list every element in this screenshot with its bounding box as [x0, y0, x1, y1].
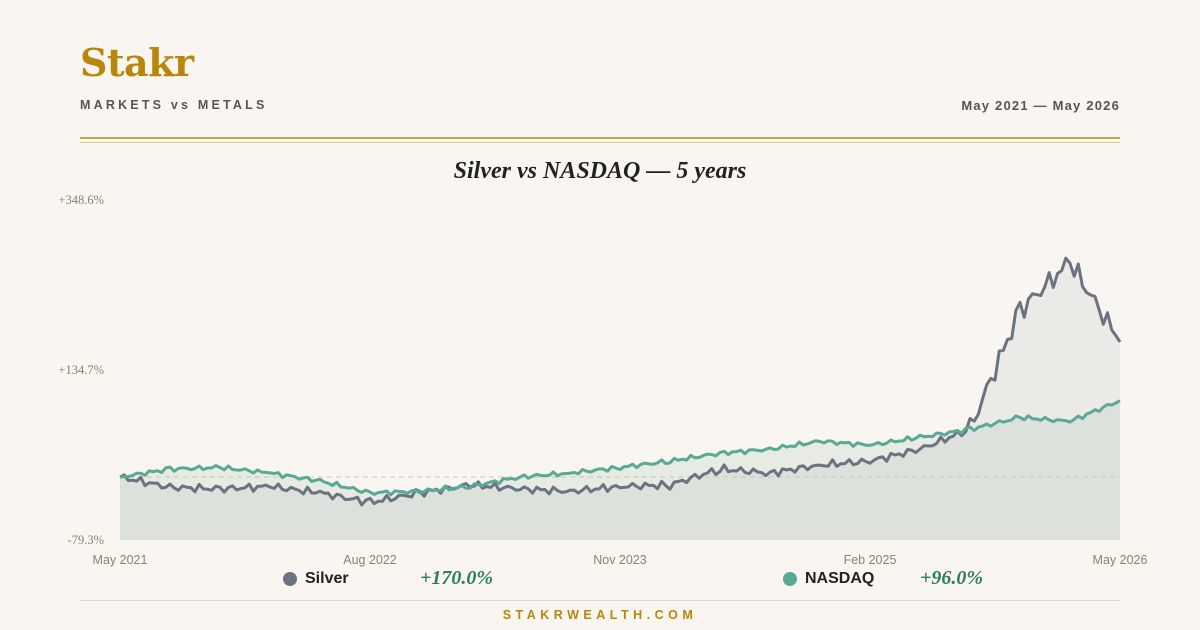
legend-label-silver: Silver: [305, 570, 349, 587]
date-range: May 2021 — May 2026: [961, 98, 1120, 113]
y-tick-label: +134.7%: [58, 363, 104, 377]
legend-dot-silver: [283, 572, 297, 586]
header-rule-thin: [80, 142, 1120, 143]
x-tick-label: Feb 2025: [844, 553, 897, 567]
y-tick-label: -79.3%: [68, 533, 104, 547]
x-tick-label: Nov 2023: [593, 553, 647, 567]
x-tick-label: May 2026: [1093, 553, 1148, 567]
series-area-silver: [120, 258, 1120, 540]
chart-title: Silver vs NASDAQ — 5 years: [453, 158, 747, 184]
legend-dot-nasdaq: [783, 572, 797, 586]
x-tick-label: May 2021: [93, 553, 148, 567]
footer-site: STAKRWEALTH.COM: [502, 608, 698, 622]
x-tick-label: Aug 2022: [343, 553, 397, 567]
legend-value-silver: +170.0%: [420, 567, 494, 589]
series-line-nasdaq: [119, 399, 1121, 497]
header-subtitle: MARKETS vs METALS: [80, 98, 268, 112]
legend-label-nasdaq: NASDAQ: [805, 570, 875, 587]
series-line-silver: [119, 256, 1122, 507]
legend-value-nasdaq: +96.0%: [920, 567, 984, 589]
footer-rule: [80, 600, 1120, 601]
brand-logo: Stakr: [80, 40, 194, 85]
y-tick-label: +348.6%: [58, 193, 104, 207]
header-rule: [80, 137, 1120, 139]
